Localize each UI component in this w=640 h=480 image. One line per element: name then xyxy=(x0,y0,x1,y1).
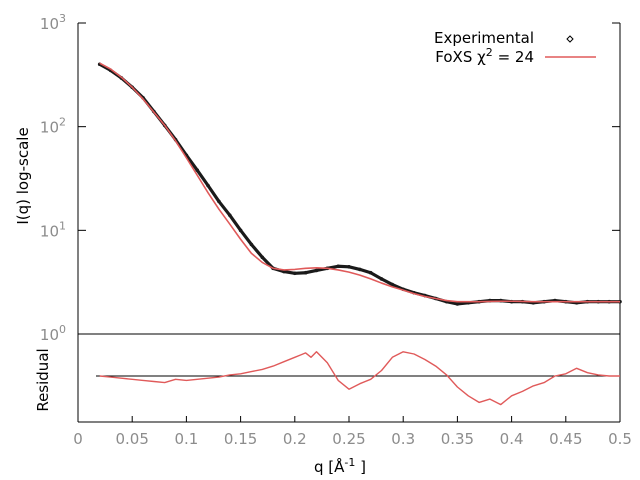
legend-marker-experimental xyxy=(566,35,574,43)
residual-y-axis-title: Residual xyxy=(34,348,52,411)
experimental-point-25 xyxy=(368,270,373,275)
y-tick-exp-1: 1 xyxy=(59,219,66,232)
x-axis-title-sup: -1 xyxy=(344,456,355,469)
x-tick-label-4: 0.2 xyxy=(283,430,307,448)
foxs-fit-line xyxy=(99,62,620,303)
experimental-point-27 xyxy=(390,282,395,287)
y-tick-exp-2: 2 xyxy=(59,116,66,129)
experimental-point-26 xyxy=(379,277,384,281)
x-tick-label-5: 0.25 xyxy=(332,430,365,448)
x-tick-label-1: 0.05 xyxy=(115,430,148,448)
x-tick-label-8: 0.4 xyxy=(500,430,524,448)
experimental-point-9 xyxy=(195,168,200,173)
x-tick-label-2: 0.1 xyxy=(174,430,198,448)
experimental-point-33 xyxy=(455,302,460,306)
y-tick-label-2: 102 xyxy=(40,116,66,137)
y-tick-label-3: 103 xyxy=(40,12,66,33)
x-tick-label-3: 0.15 xyxy=(224,430,257,448)
experimental-point-11 xyxy=(217,199,221,204)
experimental-point-13 xyxy=(238,228,243,233)
residual-line xyxy=(99,351,620,406)
legend-foxs-suffix: = 24 xyxy=(493,48,534,66)
legend-label-experimental: Experimental xyxy=(434,29,534,47)
y-tick-base-2: 10 xyxy=(40,119,59,137)
experimental-point-22 xyxy=(336,264,340,269)
legend-foxs-sup: 2 xyxy=(486,46,493,59)
y-tick-exp-0: 0 xyxy=(59,323,66,336)
legend-label-foxs: FoXS χ2 = 24 xyxy=(435,46,534,66)
x-axis-title-base: q [Å xyxy=(314,457,345,476)
experimental-point-17 xyxy=(282,269,286,274)
x-tick-label-9: 0.45 xyxy=(549,430,582,448)
x-ticks: 0 0.05 0.1 0.15 0.2 0.25 0.3 0.35 0.4 0.45 0.5 xyxy=(73,416,632,448)
residual-panel: Residual 0 0.05 0.1 0.15 0.2 0.25 0.3 0.35 0.4 0.… xyxy=(34,334,632,476)
main-y-axis-title: I(q) log-scale xyxy=(14,127,32,224)
main-series xyxy=(97,62,622,306)
legend-foxs-prefix: FoXS χ xyxy=(435,48,486,66)
y-tick-label-1: 101 xyxy=(40,219,66,240)
y-tick-base-0: 10 xyxy=(40,326,59,344)
experimental-point-10 xyxy=(206,183,210,188)
legend: Experimental FoXS χ2 = 24 xyxy=(434,29,596,66)
x-axis-title-suffix: ] xyxy=(355,458,366,476)
x-tick-label-0: 0 xyxy=(73,430,83,448)
y-tick-label-0: 100 xyxy=(40,323,66,344)
experimental-point-12 xyxy=(227,213,232,217)
x-tick-label-6: 0.3 xyxy=(391,430,415,448)
y-tick-base-1: 10 xyxy=(40,222,59,240)
experimental-point-20 xyxy=(314,268,319,273)
experimental-point-23 xyxy=(347,264,351,269)
x-axis-title: q [Å-1 ] xyxy=(314,456,366,476)
y-tick-base-3: 10 xyxy=(40,15,59,33)
experimental-point-24 xyxy=(358,267,362,272)
experimental-point-15 xyxy=(260,255,265,260)
residual-series xyxy=(99,351,620,406)
x-tick-label-10: 0.5 xyxy=(608,430,632,448)
experimental-point-19 xyxy=(303,270,308,275)
x-tick-label-7: 0.35 xyxy=(441,430,474,448)
experimental-point-18 xyxy=(293,271,297,276)
experimental-point-14 xyxy=(249,242,254,247)
y-tick-exp-3: 3 xyxy=(59,12,66,25)
